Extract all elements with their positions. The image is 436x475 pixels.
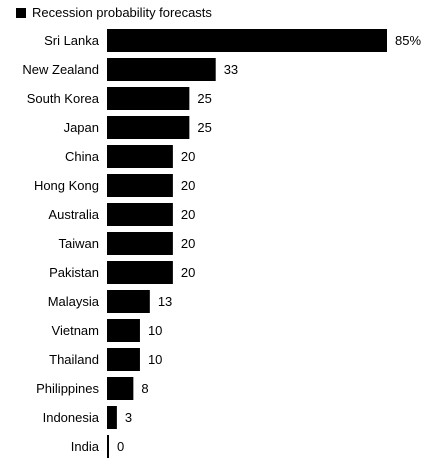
bar [107,29,387,52]
category-label: New Zealand [22,62,99,77]
bar [107,174,173,197]
bar [107,87,190,110]
legend: Recession probability forecasts [16,5,212,20]
bar [107,377,134,400]
bar [107,290,150,313]
bar [107,58,216,81]
category-label: Hong Kong [34,178,99,193]
value-label: 20 [181,178,195,193]
category-label: Vietnam [52,323,99,338]
bar [107,348,140,371]
category-label: Philippines [36,381,99,396]
bar [107,319,140,342]
legend-swatch [16,7,26,18]
value-label: 25 [197,91,211,106]
bar [107,261,173,284]
bar [107,116,190,139]
bar [107,145,173,168]
category-label: China [65,149,100,164]
category-label: Malaysia [48,294,100,309]
bar [107,232,173,255]
category-label: India [71,439,100,454]
category-label: Japan [64,120,99,135]
category-label: Australia [48,207,99,222]
value-label: 8 [141,381,148,396]
value-label: 33 [224,62,238,77]
legend-label: Recession probability forecasts [32,5,212,20]
bar [107,406,117,429]
category-label: South Korea [27,91,100,106]
value-label: 85% [395,33,421,48]
value-label: 25 [197,120,211,135]
value-label: 20 [181,236,195,251]
category-label: Taiwan [59,236,99,251]
bar [107,203,173,226]
value-label: 0 [117,439,124,454]
value-label: 20 [181,149,195,164]
value-label: 13 [158,294,172,309]
category-label: Pakistan [49,265,99,280]
category-label: Thailand [49,352,99,367]
value-label: 3 [125,410,132,425]
value-label: 20 [181,265,195,280]
value-label: 10 [148,352,162,367]
bar [107,435,109,458]
category-label: Sri Lanka [44,33,100,48]
category-label: Indonesia [43,410,100,425]
value-label: 10 [148,323,162,338]
value-label: 20 [181,207,195,222]
